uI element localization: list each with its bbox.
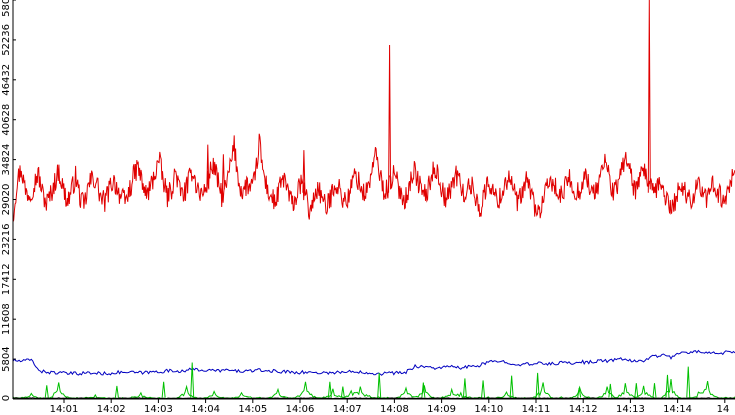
y-tick-label: 23216 bbox=[1, 223, 12, 255]
x-tick-label: 14:08 bbox=[380, 404, 409, 415]
x-tick-label: 14:12 bbox=[569, 404, 598, 415]
series-2-spike-16 bbox=[665, 374, 670, 398]
x-tick-label: 14:11 bbox=[522, 404, 551, 415]
x-tick-label: 14:07 bbox=[333, 404, 362, 415]
y-tick-label: 34824 bbox=[1, 144, 12, 176]
series-2-spike-13 bbox=[608, 383, 613, 398]
series-line-3 bbox=[12, 397, 735, 400]
series-0-spike-4 bbox=[221, 154, 225, 193]
series-0-spike-0 bbox=[388, 44, 392, 193]
series-2-spike-2 bbox=[161, 381, 166, 398]
x-tick-label: 14:01 bbox=[50, 404, 79, 415]
y-tick-label: 46432 bbox=[1, 64, 12, 96]
y-tick-label: 17412 bbox=[1, 263, 12, 295]
series-2-spike-10 bbox=[509, 375, 514, 398]
x-tick-label: 14:02 bbox=[97, 404, 126, 415]
y-tick-label: 52236 bbox=[1, 24, 12, 56]
series-0-spike-3 bbox=[302, 150, 306, 193]
x-tick-label: 14:13 bbox=[616, 404, 645, 415]
x-tick-label: 14:09 bbox=[427, 404, 456, 415]
series-2-spike-17 bbox=[686, 366, 691, 398]
series-2-spike-15 bbox=[652, 383, 657, 398]
y-tick-label: 5804 bbox=[1, 346, 12, 371]
series-2-spike-14 bbox=[634, 383, 639, 398]
y-tick-label: 58041 bbox=[1, 0, 12, 17]
series-2-spike-4 bbox=[327, 381, 332, 398]
series-line-0 bbox=[12, 133, 735, 222]
y-tick-label: 11608 bbox=[1, 303, 12, 335]
x-tick-label: 14:04 bbox=[191, 404, 220, 415]
y-tick-label: 40628 bbox=[1, 104, 12, 136]
x-tick-label: 14:05 bbox=[238, 404, 267, 415]
y-tick-label: 29020 bbox=[1, 184, 12, 216]
series-0-spike-1 bbox=[647, 0, 651, 193]
series-2-spike-6 bbox=[377, 372, 382, 398]
series-line-1 bbox=[12, 349, 735, 376]
series-2-spike-1 bbox=[114, 385, 119, 398]
series-2-spike-8 bbox=[462, 378, 467, 398]
series-2-spike-7 bbox=[421, 382, 426, 398]
x-tick-label: 14:10 bbox=[474, 404, 503, 415]
x-tick-label: 14:03 bbox=[144, 404, 173, 415]
series-0-spike-2 bbox=[206, 144, 210, 193]
series-2-spike-9 bbox=[481, 380, 486, 398]
series-2-spike-3 bbox=[190, 362, 195, 398]
x-tick-label: 14 bbox=[717, 404, 730, 415]
series-2-spike-5 bbox=[340, 386, 345, 398]
series-layer bbox=[12, 0, 735, 400]
x-tick-label: 14:14 bbox=[663, 404, 692, 415]
x-tick-label: 14:06 bbox=[286, 404, 315, 415]
series-2-spike-0 bbox=[44, 385, 49, 398]
y-tick-label: 0 bbox=[1, 395, 12, 401]
series-2-spike-11 bbox=[535, 372, 540, 398]
series-line-2 bbox=[12, 379, 735, 400]
series-2-spike-12 bbox=[577, 387, 582, 398]
